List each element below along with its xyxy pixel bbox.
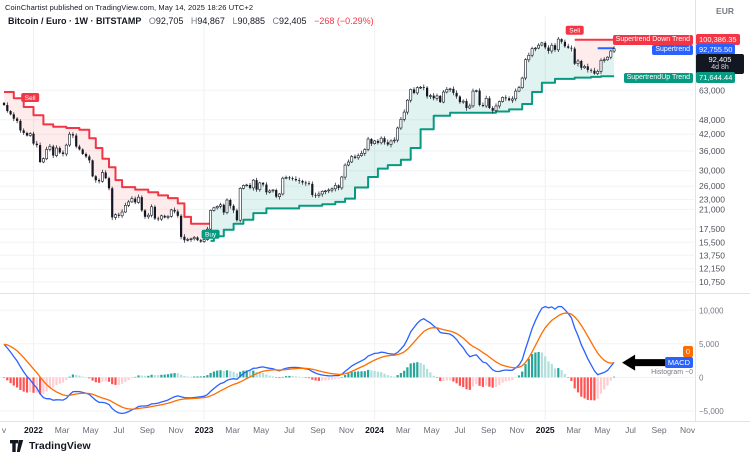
time-axis-label: Jul bbox=[625, 425, 636, 435]
price-axis-tick: 30,000 bbox=[699, 166, 725, 176]
price-axis-tick: 48,000 bbox=[699, 115, 725, 125]
close-label: C bbox=[272, 16, 280, 26]
time-axis-label: May bbox=[594, 425, 611, 435]
price-axis-tick: 17,500 bbox=[699, 224, 725, 234]
bar-countdown: 4d 8h bbox=[711, 64, 729, 72]
time-axis-label: Mar bbox=[566, 425, 581, 435]
time-axis-label: 2024 bbox=[365, 425, 384, 435]
svg-text:Buy: Buy bbox=[205, 232, 217, 239]
svg-text:Sell: Sell bbox=[25, 95, 36, 102]
macd-signal-value-chip: 0 bbox=[682, 346, 693, 358]
svg-text:Sell: Sell bbox=[569, 28, 580, 35]
high-value: 94,867 bbox=[197, 16, 225, 26]
supertrend-mid-value-chip: 92,755.50 bbox=[696, 44, 736, 56]
price-axis-tick: 63,000 bbox=[699, 85, 725, 95]
price-axis-tick: 42,000 bbox=[699, 129, 725, 139]
macd-histogram-label: Histogram −0 bbox=[651, 369, 693, 376]
change-value: −268 (−0.29%) bbox=[314, 16, 374, 26]
price-axis-tick: 26,000 bbox=[699, 181, 725, 191]
time-axis-label: Mar bbox=[55, 425, 70, 435]
time-axis-label: May bbox=[424, 425, 441, 435]
time-axis-label: Jul bbox=[113, 425, 124, 435]
time-axis-label: v bbox=[2, 425, 7, 435]
publisher-note: CoinChartist published on TradingView.co… bbox=[5, 3, 254, 12]
time-axis-label: Sep bbox=[651, 425, 666, 435]
supertrend-down-tag: Supertrend Down Trend bbox=[612, 35, 693, 46]
low-value: 90,885 bbox=[237, 16, 265, 26]
sell-signal-badge: Sell bbox=[565, 25, 584, 35]
time-axis-label: 2023 bbox=[195, 425, 214, 435]
price-axis-tick: 13,750 bbox=[699, 250, 725, 260]
price-scale-currency[interactable]: EUR bbox=[716, 6, 734, 16]
time-axis-label: Sep bbox=[481, 425, 496, 435]
high-label: H bbox=[190, 16, 198, 26]
time-axis-label: Nov bbox=[509, 425, 525, 435]
tradingview-footer[interactable]: TradingView bbox=[10, 440, 91, 452]
time-axis-label: 2025 bbox=[536, 425, 555, 435]
time-axis-label: Sep bbox=[140, 425, 155, 435]
open-value: 92,705 bbox=[155, 16, 184, 26]
time-axis-label: May bbox=[253, 425, 270, 435]
time-axis-label: Jul bbox=[454, 425, 465, 435]
time-axis-label: Nov bbox=[680, 425, 696, 435]
price-axis-tick: 12,150 bbox=[699, 264, 725, 274]
symbol-legend: Bitcoin / Euro · 1W · BITSTAMP O92,705 H… bbox=[8, 16, 374, 26]
time-axis-label: Nov bbox=[168, 425, 184, 435]
supertrend-up-tag: SupertrendUp Trend bbox=[623, 73, 693, 84]
macd-value-chip: MACD bbox=[664, 357, 693, 369]
tradingview-logo-icon bbox=[10, 440, 24, 452]
macd-axis-tick: −5,000 bbox=[699, 407, 724, 416]
price-axis-tick: 36,000 bbox=[699, 146, 725, 156]
time-axis-label: Sep bbox=[310, 425, 325, 435]
low-label: L bbox=[232, 16, 238, 26]
symbol-title[interactable]: Bitcoin / Euro · 1W · BITSTAMP bbox=[8, 16, 142, 26]
arrow-left-annotation bbox=[622, 354, 667, 371]
time-axis-label: Mar bbox=[396, 425, 411, 435]
close-value: 92,405 bbox=[279, 16, 307, 26]
buy-signal-badge: Buy bbox=[201, 229, 220, 239]
supertrend-down-value-chip: 100,386.35 bbox=[696, 34, 740, 46]
supertrend-up-value-chip: 71,644.44 bbox=[696, 72, 736, 84]
time-axis-label: Mar bbox=[225, 425, 240, 435]
price-axis-tick: 10,750 bbox=[699, 277, 725, 287]
tradingview-brand: TradingView bbox=[29, 440, 91, 452]
price-axis-tick: 15,500 bbox=[699, 237, 725, 247]
last-price-value: 92,405 bbox=[708, 55, 732, 64]
price-axis-tick: 21,000 bbox=[699, 204, 725, 214]
supertrend-mid-tag: Supertrend bbox=[652, 45, 693, 56]
open-label: O bbox=[148, 16, 156, 26]
price-axis-tick: 23,000 bbox=[699, 195, 725, 205]
last-price-chip: 92,405 4d 8h bbox=[696, 54, 744, 75]
time-axis-label: 2022 bbox=[24, 425, 43, 435]
time-axis-label: Jul bbox=[284, 425, 295, 435]
time-axis-label: Nov bbox=[339, 425, 355, 435]
sell-signal-badge: Sell bbox=[21, 93, 40, 102]
macd-axis-tick: 5,000 bbox=[699, 340, 720, 349]
macd-axis-tick: 10,000 bbox=[699, 306, 724, 315]
macd-axis-tick: 0 bbox=[699, 373, 704, 382]
time-axis-label: May bbox=[83, 425, 100, 435]
